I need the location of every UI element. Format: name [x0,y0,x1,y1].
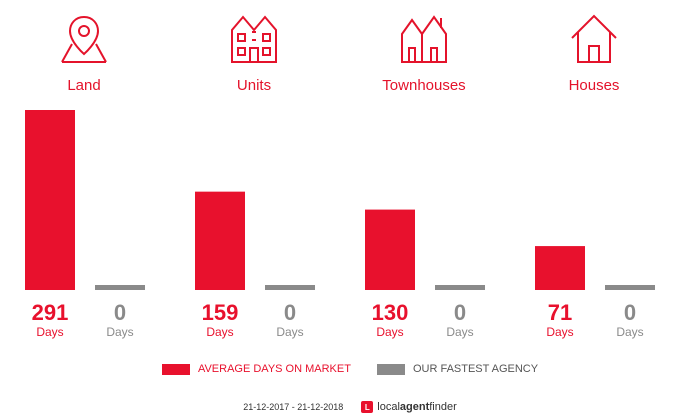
value-average-houses: 71 [548,300,572,325]
bar-average-land [25,110,75,290]
brand-text-local: local [377,401,400,413]
townhouses-icon [401,15,447,63]
value-fastest-land: 0 [114,300,126,325]
brand-text-finder: finder [429,401,457,413]
unit-average-land: Days [36,325,63,339]
bar-average-townhouses [365,209,415,290]
house-icon [571,14,617,63]
land-pin-icon [61,15,107,63]
value-fastest-townhouses: 0 [454,300,466,325]
bar-average-houses [535,246,585,290]
legend-label-average: AVERAGE DAYS ON MARKET [197,363,351,375]
footer: 21-12-2017 - 21-12-2018 L local agent find… [0,401,700,413]
bar-fastest-units [265,285,315,290]
category-label-townhouses: Townhouses [382,77,465,94]
legend: AVERAGE DAYS ON MARKET OUR FASTEST AGENC… [0,363,700,375]
legend-swatch-red [161,363,190,375]
chart: Land Units Townhouses Houses 291Days0Day… [25,14,655,339]
unit-average-houses: Days [546,325,573,339]
legend-item-average: AVERAGE DAYS ON MARKET [161,363,351,375]
bar-fastest-townhouses [435,285,485,290]
legend-label-fastest: OUR FASTEST AGENCY [412,363,539,375]
category-label-houses: Houses [569,77,620,94]
unit-average-units: Days [206,325,233,339]
date-range: 21-12-2017 - 21-12-2018 [243,402,344,412]
units-building-icon [231,15,277,63]
value-average-townhouses: 130 [372,300,409,325]
category-label-units: Units [237,77,271,94]
unit-average-townhouses: Days [376,325,403,339]
bar-average-units [195,191,245,290]
bar-fastest-land [95,285,145,290]
bar-fastest-houses [605,285,655,290]
unit-fastest-units: Days [276,325,303,339]
brand-text-agent: agent [399,401,430,413]
legend-swatch-grey [376,363,405,375]
value-average-land: 291 [32,300,69,325]
value-fastest-units: 0 [284,300,296,325]
unit-fastest-houses: Days [616,325,643,339]
legend-item-fastest: OUR FASTEST AGENCY [376,363,539,375]
value-average-units: 159 [202,300,239,325]
value-fastest-houses: 0 [624,300,636,325]
brand-mark-icon: L [361,401,374,413]
brand-logo: L local agent finder [361,401,457,413]
unit-fastest-land: Days [106,325,133,339]
unit-fastest-townhouses: Days [446,325,473,339]
category-label-land: Land [67,77,100,94]
